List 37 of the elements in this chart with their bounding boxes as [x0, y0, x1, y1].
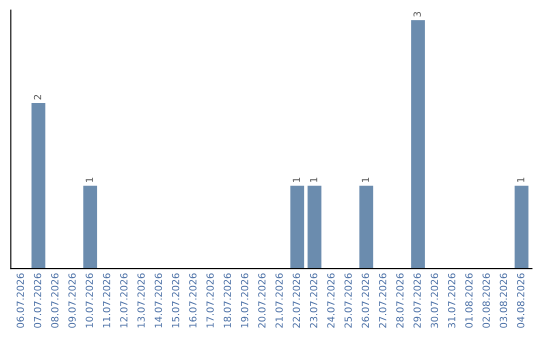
x-tick-label: 21.07.2026 [275, 273, 283, 328]
x-tick-label: 29.07.2026 [413, 273, 421, 328]
x-tick-label: 18.07.2026 [224, 273, 232, 328]
x-tick-label: 06.07.2026 [16, 273, 24, 328]
x-tick-label: 19.07.2026 [240, 273, 248, 328]
x-tick-label: 03.08.2026 [500, 273, 508, 328]
x-tick-label: 28.07.2026 [396, 273, 404, 328]
data-label: 3 [413, 12, 421, 17]
data-label: 1 [517, 178, 524, 182]
x-tick-label: 04.08.2026 [517, 273, 524, 328]
x-tick-label: 08.07.2026 [51, 273, 58, 328]
data-label: 2 [34, 94, 42, 100]
x-tick-label: 23.07.2026 [310, 273, 318, 328]
x-tick-label: 20.07.2026 [258, 273, 266, 328]
x-tick-label: 16.07.2026 [189, 273, 197, 328]
x-tick-label: 10.07.2026 [86, 273, 93, 328]
x-tick-label: 11.07.2026 [102, 273, 110, 328]
x-tick-label: 12.07.2026 [120, 273, 128, 328]
x-tick-label: 22.07.2026 [292, 273, 300, 328]
x-tick-label: 27.07.2026 [378, 273, 386, 328]
data-label: 1 [292, 178, 300, 182]
x-tick-label: 30.07.2026 [430, 273, 438, 328]
data-label: 1 [86, 178, 93, 182]
x-tick-label: 17.07.2026 [206, 273, 214, 328]
data-label: 1 [362, 178, 369, 182]
x-tick-label: 01.08.2026 [465, 273, 473, 328]
x-tick-label: 31.07.2026 [448, 273, 456, 328]
x-tick-label: 13.07.2026 [137, 273, 145, 328]
x-tick-label: 26.07.2026 [362, 273, 370, 328]
x-tick-label: 24.07.2026 [327, 273, 335, 328]
x-tick-label: 07.07.2026 [34, 273, 42, 328]
x-tick-label: 25.07.2026 [344, 273, 352, 328]
x-tick-label: 14.07.2026 [154, 273, 162, 328]
x-tick-label: 02.08.2026 [482, 273, 490, 328]
x-tick-label: 09.07.2026 [68, 273, 76, 328]
x-tick-label: 15.07.2026 [172, 273, 180, 328]
data-label: 1 [310, 178, 318, 182]
